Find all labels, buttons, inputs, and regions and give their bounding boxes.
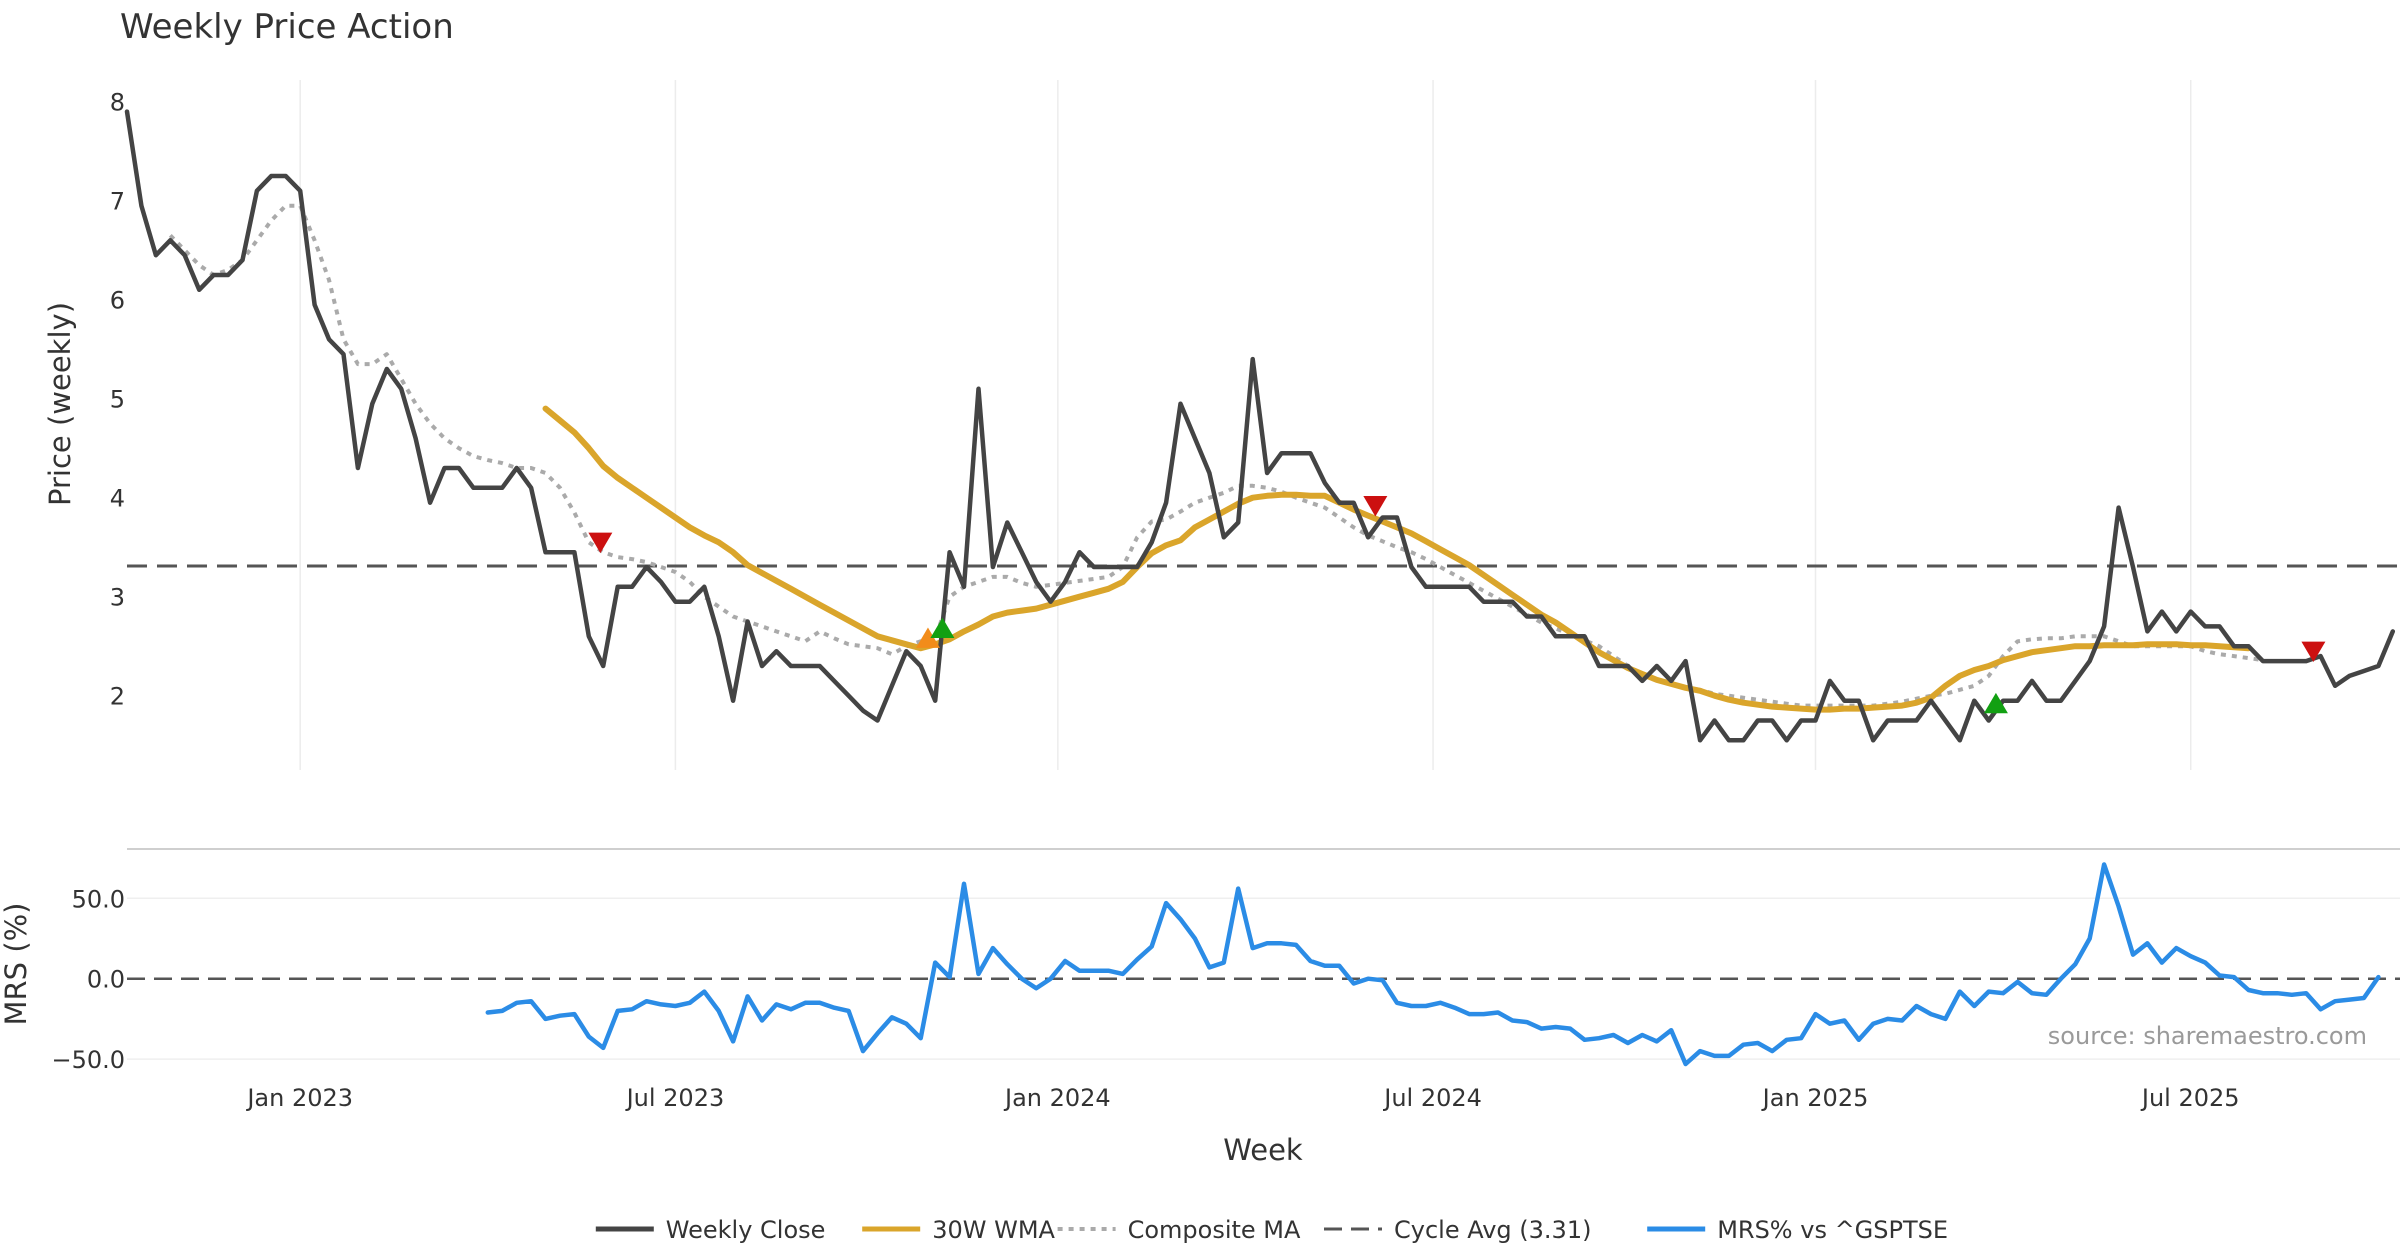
price-y-tick-label: 8 bbox=[110, 89, 125, 117]
composite-ma-line bbox=[168, 203, 2264, 708]
sell-signal-marker bbox=[1363, 496, 1388, 517]
x-tick-label: Jul 2025 bbox=[2140, 1084, 2240, 1112]
x-tick-label: Jul 2023 bbox=[625, 1084, 725, 1112]
mrs-y-axis: 50.0 0.0 −50.0 bbox=[51, 885, 125, 1074]
wma-30w-line bbox=[542, 405, 2252, 713]
price-y-tick-label: 6 bbox=[110, 287, 125, 315]
price-series bbox=[124, 109, 2400, 743]
legend: Weekly Close 30W WMA Composite MA Cycle Avg… bbox=[595, 1216, 1948, 1244]
legend-label: Weekly Close bbox=[666, 1216, 826, 1244]
price-y-tick-label: 4 bbox=[110, 485, 125, 513]
x-axis: Jan 2023 Jul 2023 Jan 2024 Jul 2024 Jan 2025… bbox=[245, 1084, 2239, 1112]
buy-signal-marker bbox=[930, 617, 955, 639]
mrs-line bbox=[485, 862, 2381, 1067]
x-axis-label: Week bbox=[1223, 1133, 1303, 1167]
mrs-y-axis-label: MRS (%) bbox=[0, 903, 33, 1026]
source-note: source: sharemaestro.com bbox=[2048, 1022, 2367, 1050]
legend-label: Composite MA bbox=[1128, 1216, 1301, 1244]
price-y-tick-label: 2 bbox=[110, 683, 125, 711]
price-y-axis-label: Price (weekly) bbox=[43, 302, 77, 506]
legend-label: 30W WMA bbox=[932, 1216, 1055, 1244]
x-tick-label: Jul 2024 bbox=[1382, 1084, 1482, 1112]
mrs-y-tick-label: 50.0 bbox=[72, 885, 125, 913]
chart-title: Weekly Price Action bbox=[120, 7, 454, 47]
weekly-close-line bbox=[124, 109, 2396, 743]
grid bbox=[127, 80, 2400, 1060]
price-y-axis: 2 3 4 5 6 7 8 bbox=[110, 89, 125, 711]
x-tick-label: Jan 2023 bbox=[245, 1084, 353, 1112]
buy-signal-marker bbox=[1983, 692, 2008, 714]
sell-signal-marker bbox=[2301, 641, 2326, 662]
buy-signal-marker bbox=[915, 627, 940, 648]
legend-label: Cycle Avg (3.31) bbox=[1394, 1216, 1591, 1244]
x-tick-label: Jan 2024 bbox=[1003, 1084, 1111, 1112]
mrs-series bbox=[127, 862, 2400, 1067]
price-y-tick-label: 3 bbox=[110, 584, 125, 612]
sell-signal-marker bbox=[588, 532, 613, 554]
x-tick-label: Jan 2025 bbox=[1761, 1084, 1869, 1112]
price-y-tick-label: 5 bbox=[110, 386, 125, 414]
legend-label: MRS% vs ^GSPTSE bbox=[1717, 1216, 1948, 1244]
price-y-tick-label: 7 bbox=[110, 188, 125, 216]
mrs-y-tick-label: −50.0 bbox=[51, 1046, 125, 1074]
mrs-y-tick-label: 0.0 bbox=[87, 966, 125, 994]
signal-markers bbox=[588, 496, 2326, 714]
